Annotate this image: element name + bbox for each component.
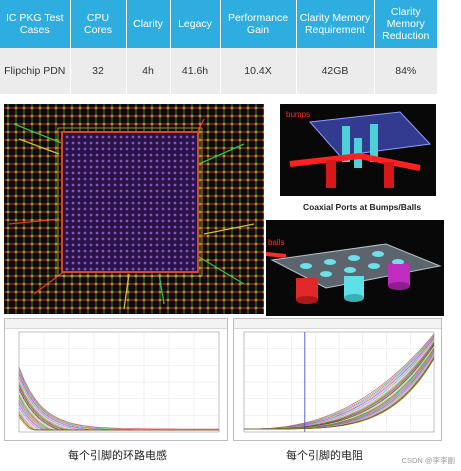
resistance-plot: [243, 331, 435, 433]
balls-3d-render: balls: [266, 220, 444, 316]
balls-graphic: [266, 243, 442, 304]
table-row: Flipchip PDN 32 4h 41.6h 10.4X 42GB 84%: [0, 48, 437, 94]
loop-inductance-plot: [18, 331, 220, 433]
benchmark-table: IC PKG Test Cases CPU Cores Clarity Lega…: [0, 0, 437, 94]
loop-inductance-chart: [4, 318, 228, 441]
package-layout-graphic: [4, 104, 264, 314]
right-chart-caption: 每个引脚的电阻: [286, 450, 363, 462]
left-chart-caption: 每个引脚的环路电感: [68, 450, 167, 462]
table-header-row: IC PKG Test Cases CPU Cores Clarity Lega…: [0, 0, 437, 48]
header-cpu-cores: CPU Cores: [70, 0, 127, 48]
cell-memory-requirement: 42GB: [296, 48, 375, 94]
header-clarity: Clarity: [126, 0, 171, 48]
header-test-cases: IC PKG Test Cases: [0, 0, 71, 48]
header-memory-reduction: Clarity Memory Reduction: [374, 0, 437, 48]
watermark: CSDN @李李副: [401, 456, 455, 465]
coaxial-ports-caption: Coaxial Ports at Bumps/Balls: [302, 202, 422, 212]
bumps-label: bumps: [286, 110, 311, 119]
cell-memory-reduction: 84%: [374, 48, 437, 94]
balls-label: balls: [268, 238, 285, 247]
curve: [18, 416, 219, 431]
cell-test-case: Flipchip PDN: [0, 48, 71, 94]
cell-legacy: 41.6h: [170, 48, 221, 94]
header-performance-gain: Performance Gain: [220, 0, 297, 48]
chart-toolbar: [5, 319, 227, 329]
header-legacy: Legacy: [170, 0, 221, 48]
curve: [244, 358, 435, 430]
header-memory-requirement: Clarity Memory Requirement: [296, 0, 375, 48]
cell-clarity: 4h: [126, 48, 171, 94]
bumps-graphic: [289, 111, 432, 188]
resistance-chart: [233, 318, 442, 441]
package-layout-image: [4, 104, 264, 314]
chart-toolbar: [234, 319, 441, 329]
curve: [18, 366, 219, 430]
bumps-3d-render: bumps: [280, 104, 436, 196]
cell-performance-gain: 10.4X: [220, 48, 297, 94]
cell-cpu-cores: 32: [70, 48, 127, 94]
